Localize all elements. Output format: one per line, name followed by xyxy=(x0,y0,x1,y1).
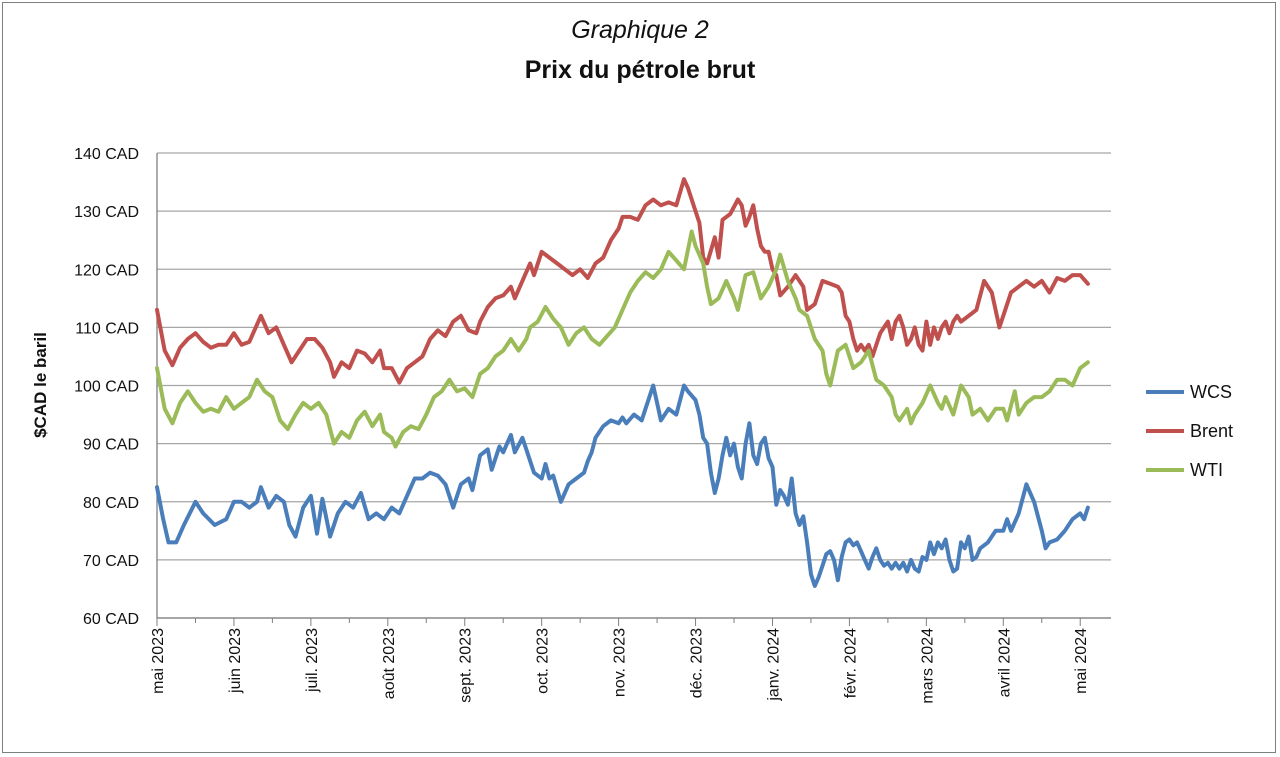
x-tick-label: mai 2023 xyxy=(150,628,167,694)
y-tick-label: 140 CAD xyxy=(74,146,139,163)
series-lines xyxy=(155,177,1090,588)
gridlines xyxy=(157,152,1111,619)
y-tick-label: 100 CAD xyxy=(74,379,139,396)
y-tick-label: 130 CAD xyxy=(74,204,139,221)
legend: WCS Brent WTI xyxy=(1146,382,1233,480)
x-tick-label: mai 2024 xyxy=(1073,628,1090,694)
x-axis: mai 2023 juin 2023 juil. 2023 août 2023 sept… xyxy=(150,153,1111,704)
y-tick-label: 60 CAD xyxy=(83,611,139,628)
x-tick-label: déc. 2023 xyxy=(689,628,706,698)
series-line-wti xyxy=(155,229,1090,449)
x-tick-label: mars 2024 xyxy=(919,628,936,704)
y-tick-label: 120 CAD xyxy=(74,262,139,279)
series-line-brent xyxy=(155,177,1090,385)
x-tick-label: janv. 2024 xyxy=(765,628,782,702)
y-axis-ticks: 60 CAD 70 CAD 80 CAD 90 CAD 100 CAD 110 CAD 12… xyxy=(74,146,139,628)
legend-label: WTI xyxy=(1190,460,1223,480)
x-tick-label: nov. 2023 xyxy=(612,628,629,697)
y-tick-label: 70 CAD xyxy=(83,553,139,570)
series-line-wcs xyxy=(155,383,1090,588)
x-tick-label: avril 2024 xyxy=(996,628,1013,697)
y-tick-label: 90 CAD xyxy=(83,437,139,454)
y-tick-label: 110 CAD xyxy=(75,320,139,337)
y-tick-label: 80 CAD xyxy=(83,495,139,512)
legend-label: WCS xyxy=(1190,382,1232,402)
x-tick-label: août 2023 xyxy=(381,628,398,699)
y-axis-label: $CAD le baril xyxy=(31,332,50,438)
legend-label: Brent xyxy=(1190,421,1233,441)
x-tick-label: févr. 2024 xyxy=(842,628,859,698)
x-tick-label: juil. 2023 xyxy=(304,628,321,693)
x-tick-label: sept. 2023 xyxy=(458,628,475,703)
chart-number: Graphique 2 xyxy=(571,16,709,44)
x-tick-label: juin 2023 xyxy=(227,628,244,694)
chart-title: Prix du pétrole brut xyxy=(524,56,756,84)
x-tick-label: oct. 2023 xyxy=(535,628,552,694)
